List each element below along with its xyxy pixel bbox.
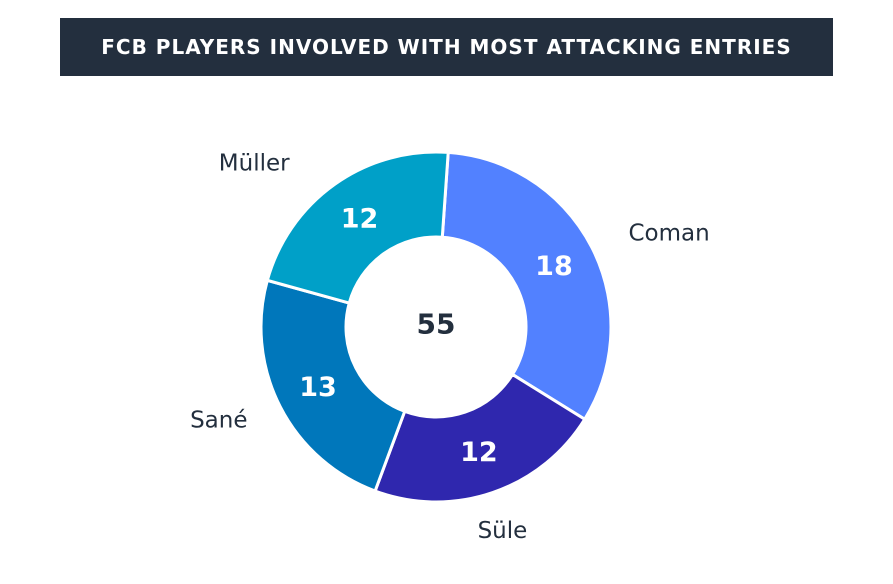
slice-value-sule: 12 [460,437,498,468]
slice-value-muller: 12 [341,203,379,234]
slice-label-sane: Sané [190,407,247,433]
slice-label-sule: Süle [478,518,528,544]
slice-label-coman: Coman [629,221,710,247]
slice-sule [373,372,587,504]
slice-value-sane: 13 [299,372,337,403]
slice-sane [259,278,407,493]
donut-slices [259,150,613,504]
total-label: 55 [417,308,456,341]
chart-title-bar: FCB PLAYERS INVOLVED WITH MOST ATTACKING… [60,18,833,76]
slice-value-coman: 18 [535,251,573,282]
slice-coman [440,150,613,422]
slice-label-muller: Müller [219,151,290,177]
chart-title: FCB PLAYERS INVOLVED WITH MOST ATTACKING… [101,35,792,59]
slice-labels: Coman Süle Sané Müller [190,151,710,544]
slice-values: 18 12 13 12 [299,203,573,468]
slice-muller [265,150,450,305]
